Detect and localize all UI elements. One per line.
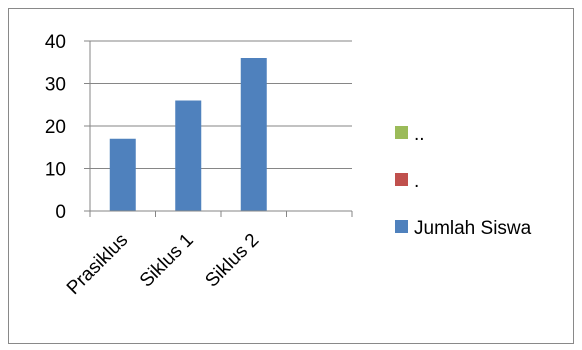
bar-siklus-1 — [175, 100, 202, 211]
y-tick-label: 0 — [55, 202, 66, 223]
chart-frame — [8, 8, 574, 344]
legend-label: Jumlah Siswa — [414, 218, 532, 239]
bar-siklus-2 — [240, 58, 267, 211]
x-tick-label: Siklus 1 — [136, 230, 198, 292]
y-tick-label: 10 — [45, 160, 66, 181]
y-tick-label: 20 — [45, 117, 66, 138]
x-tick-label: Prasiklus — [63, 230, 132, 299]
legend-swatch — [395, 126, 408, 139]
x-tick-labels: Prasiklus Siklus 1 Siklus 2 — [63, 230, 263, 299]
x-tick-label: Siklus 2 — [201, 230, 263, 292]
legend-swatch — [395, 173, 408, 186]
y-tick-labels: 0 10 20 30 40 — [45, 32, 66, 223]
bar-prasiklus — [109, 138, 136, 211]
legend-swatch — [395, 220, 408, 233]
y-tick-label: 40 — [45, 32, 66, 53]
axes — [84, 40, 353, 217]
bars — [109, 58, 267, 211]
legend-label: .. — [414, 124, 425, 145]
legend: ... Jumlah Siswa — [395, 124, 532, 239]
y-tick-label: 30 — [45, 75, 66, 96]
legend-label: . — [414, 171, 419, 192]
